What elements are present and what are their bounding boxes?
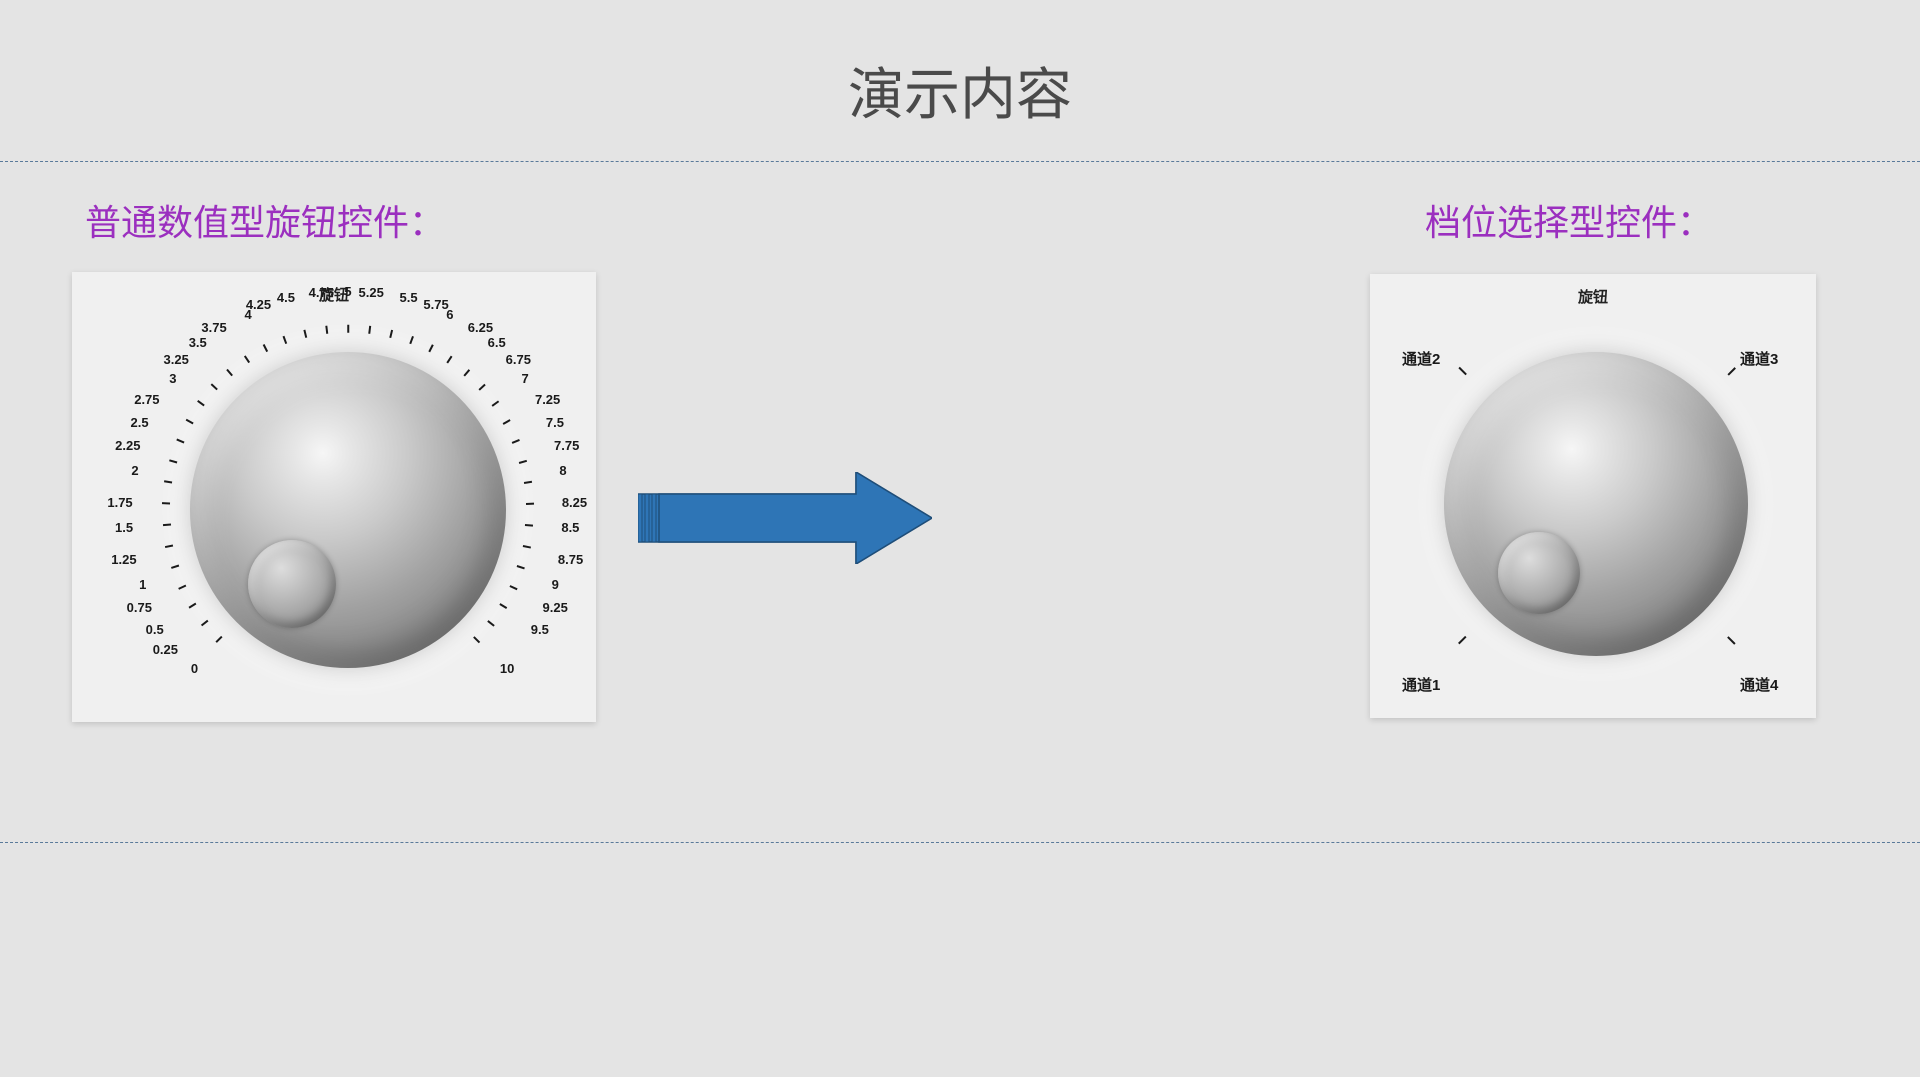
numeric-knob-tick-label: 0 bbox=[191, 662, 198, 675]
numeric-knob-tick-label: 3.75 bbox=[201, 321, 226, 334]
selector-knob-panel: 旋钮 通道1 通道2 通道3 通道4 bbox=[1370, 274, 1816, 718]
numeric-knob-tick-label: 1 bbox=[139, 578, 146, 591]
numeric-knob-tick-label: 8.25 bbox=[562, 496, 587, 509]
numeric-knob-tick-label: 2 bbox=[131, 464, 138, 477]
selector-knob-position-label: 通道3 bbox=[1740, 348, 1778, 369]
numeric-knob-tick-label: 0.75 bbox=[127, 601, 152, 614]
numeric-knob-tick-label: 1.5 bbox=[115, 521, 133, 534]
selector-knob-position-label: 通道4 bbox=[1740, 674, 1778, 695]
numeric-knob-indicator[interactable] bbox=[248, 540, 336, 628]
numeric-knob-tick-label: 4.75 bbox=[309, 286, 334, 299]
numeric-knob-tick-mark bbox=[526, 503, 534, 505]
numeric-knob-tick-label: 6.75 bbox=[506, 353, 531, 366]
numeric-knob-tick-label: 2.25 bbox=[115, 439, 140, 452]
numeric-knob-tick-label: 8.5 bbox=[561, 521, 579, 534]
selector-knob[interactable] bbox=[1444, 352, 1748, 656]
numeric-knob-tick-label: 4.5 bbox=[277, 291, 295, 304]
selector-knob-tick-mark bbox=[1458, 367, 1466, 375]
numeric-knob-tick-label: 5.25 bbox=[359, 286, 384, 299]
numeric-knob-tick-label: 5 bbox=[344, 285, 351, 298]
numeric-knob-tick-label: 6.5 bbox=[488, 336, 506, 349]
numeric-knob-tick-label: 3 bbox=[169, 372, 176, 385]
numeric-knob-tick-label: 9.25 bbox=[543, 601, 568, 614]
numeric-knob[interactable] bbox=[190, 352, 506, 668]
selector-knob-indicator[interactable] bbox=[1498, 532, 1580, 614]
numeric-knob-panel: 旋钮 00.250.50.7511.251.51.7522.252.52.753… bbox=[72, 272, 596, 722]
selector-knob-position-label: 通道2 bbox=[1402, 348, 1440, 369]
numeric-knob-tick-label: 8.75 bbox=[558, 553, 583, 566]
right-section-heading: 档位选择型控件： bbox=[1425, 194, 1713, 246]
divider-bottom bbox=[0, 842, 1920, 843]
selector-knob-tick-mark bbox=[1727, 636, 1735, 644]
numeric-knob-tick-label: 5.5 bbox=[399, 291, 417, 304]
selector-knob-title: 旋钮 bbox=[1578, 286, 1608, 307]
numeric-knob-tick-label: 7.75 bbox=[554, 439, 579, 452]
numeric-knob-tick-label: 8 bbox=[559, 464, 566, 477]
numeric-knob-tick-mark bbox=[347, 325, 349, 333]
numeric-knob-tick-mark bbox=[162, 503, 170, 505]
numeric-knob-tick-label: 2.75 bbox=[134, 393, 159, 406]
numeric-knob-tick-label: 1.25 bbox=[111, 553, 136, 566]
numeric-knob-tick-label: 6 bbox=[446, 308, 453, 321]
numeric-knob-tick-label: 7.5 bbox=[546, 416, 564, 429]
selector-knob-tick-mark bbox=[1727, 367, 1735, 375]
arrow-icon bbox=[638, 472, 932, 564]
numeric-knob-tick-label: 1.75 bbox=[107, 496, 132, 509]
numeric-knob-tick-label: 10 bbox=[500, 662, 514, 675]
numeric-knob-tick-label: 7.25 bbox=[535, 393, 560, 406]
numeric-knob-tick-label: 0.5 bbox=[146, 623, 164, 636]
page-title: 演示内容 bbox=[0, 0, 1920, 161]
numeric-knob-tick-label: 9 bbox=[552, 578, 559, 591]
numeric-knob-tick-label: 7 bbox=[522, 372, 529, 385]
selector-knob-tick-mark bbox=[1458, 636, 1466, 644]
content-area: 普通数值型旋钮控件： 档位选择型控件： 旋钮 0 0.25 0.5 0.75 11.25… bbox=[0, 162, 1920, 842]
selector-knob-position-label: 通道1 bbox=[1402, 674, 1440, 695]
numeric-knob-tick-label: 4.25 bbox=[246, 298, 271, 311]
numeric-knob-tick-label: 9.5 bbox=[531, 623, 549, 636]
numeric-knob-tick-label: 3.5 bbox=[189, 336, 207, 349]
numeric-knob-tick-label: 6.25 bbox=[468, 321, 493, 334]
numeric-knob-tick-label: 3.25 bbox=[164, 353, 189, 366]
numeric-knob-tick-label: 0.25 bbox=[153, 643, 178, 656]
numeric-knob-tick-label: 2.5 bbox=[131, 416, 149, 429]
numeric-knob-tick-label: 5.75 bbox=[423, 298, 448, 311]
left-section-heading: 普通数值型旋钮控件： bbox=[85, 194, 445, 246]
